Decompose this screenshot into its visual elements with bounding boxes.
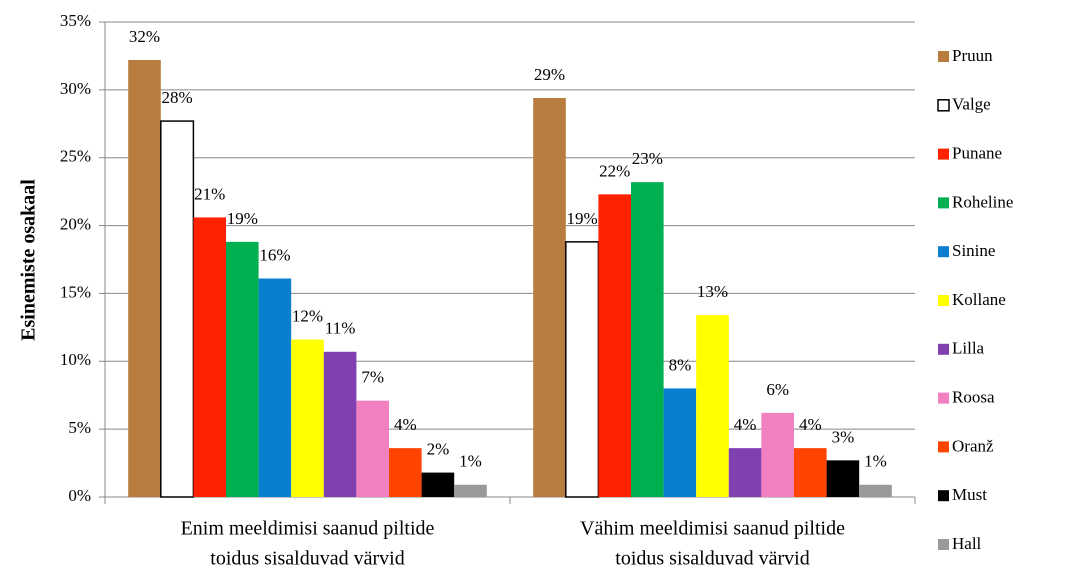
bar	[663, 388, 697, 497]
legend-swatch	[938, 539, 949, 550]
legend-swatch	[938, 392, 949, 404]
legend-label: Roosa	[952, 388, 995, 407]
bar	[728, 448, 762, 497]
value-label: 2%	[427, 439, 450, 458]
bar	[533, 98, 566, 497]
y-axis-label: Esinemiste osakaal	[18, 179, 40, 341]
bar	[128, 60, 161, 497]
bar	[859, 484, 892, 497]
bar	[389, 448, 422, 497]
value-label: 1%	[459, 452, 482, 471]
value-label: 3%	[832, 427, 855, 446]
value-label: 19%	[567, 209, 598, 228]
bar	[598, 194, 631, 497]
legend-swatch	[937, 99, 950, 112]
bar	[323, 351, 357, 497]
legend-swatch	[938, 148, 949, 160]
y-tick-label: 10%	[60, 350, 91, 369]
x-tick-label: toidus sisalduvad värvid	[615, 548, 809, 570]
legend-label: Sinine	[952, 241, 995, 260]
value-label: 7%	[361, 368, 384, 387]
bar	[565, 241, 600, 498]
value-label: 4%	[394, 415, 417, 434]
value-label: 21%	[194, 184, 225, 203]
legend-swatch	[938, 490, 949, 502]
legend-swatch	[938, 246, 949, 258]
bar	[696, 315, 729, 497]
value-label: 32%	[129, 27, 160, 46]
value-label: 6%	[766, 380, 789, 399]
bar	[826, 460, 860, 497]
legend-label: Oranž	[952, 436, 994, 455]
x-tick-label: Enim meeldimisi saanud piltide	[181, 518, 435, 540]
value-label: 19%	[227, 209, 258, 228]
x-tick-label: Vähim meeldimisi saanud piltide	[580, 518, 845, 540]
legend-label: Pruun	[952, 46, 993, 65]
value-label: 23%	[632, 149, 663, 168]
bar	[761, 412, 794, 497]
legend-swatch	[938, 51, 949, 62]
y-tick-label: 30%	[60, 79, 91, 98]
y-tick-label: 0%	[68, 486, 91, 505]
bar	[160, 120, 195, 498]
value-label: 13%	[697, 282, 728, 301]
value-label: 8%	[669, 355, 692, 374]
legend-label: Roheline	[952, 192, 1013, 211]
legend-swatch	[938, 197, 949, 209]
bar	[226, 241, 259, 497]
value-label: 11%	[325, 319, 356, 338]
legend-swatch	[938, 441, 949, 453]
value-label: 4%	[734, 415, 757, 434]
value-label: 4%	[799, 415, 822, 434]
bar	[258, 278, 292, 497]
legend-label: Punane	[952, 144, 1002, 163]
value-label: 12%	[292, 306, 323, 325]
value-label: 28%	[162, 88, 193, 107]
legend-label: Lilla	[952, 339, 985, 358]
x-tick-label: toidus sisalduvad värvid	[210, 548, 404, 570]
y-tick-label: 5%	[68, 418, 91, 437]
legend-label: Valge	[952, 95, 991, 114]
value-label: 29%	[534, 65, 565, 84]
y-tick-label: 15%	[60, 282, 91, 301]
legend-label: Must	[952, 485, 987, 504]
bar	[631, 182, 664, 497]
value-label: 1%	[864, 452, 887, 471]
bar	[291, 339, 324, 497]
bar	[421, 472, 455, 497]
value-label: 16%	[259, 245, 290, 264]
value-label: 22%	[599, 161, 630, 180]
bar	[193, 217, 226, 497]
y-tick-label: 25%	[60, 147, 91, 166]
legend-swatch	[938, 343, 949, 355]
y-tick-label: 20%	[60, 214, 91, 233]
bar	[454, 484, 487, 497]
legend-label: Kollane	[952, 290, 1006, 309]
y-tick-label: 35%	[60, 11, 91, 30]
legend-label: Hall	[952, 534, 982, 553]
bar	[794, 448, 827, 497]
bar	[356, 400, 389, 497]
legend-swatch	[938, 295, 949, 306]
